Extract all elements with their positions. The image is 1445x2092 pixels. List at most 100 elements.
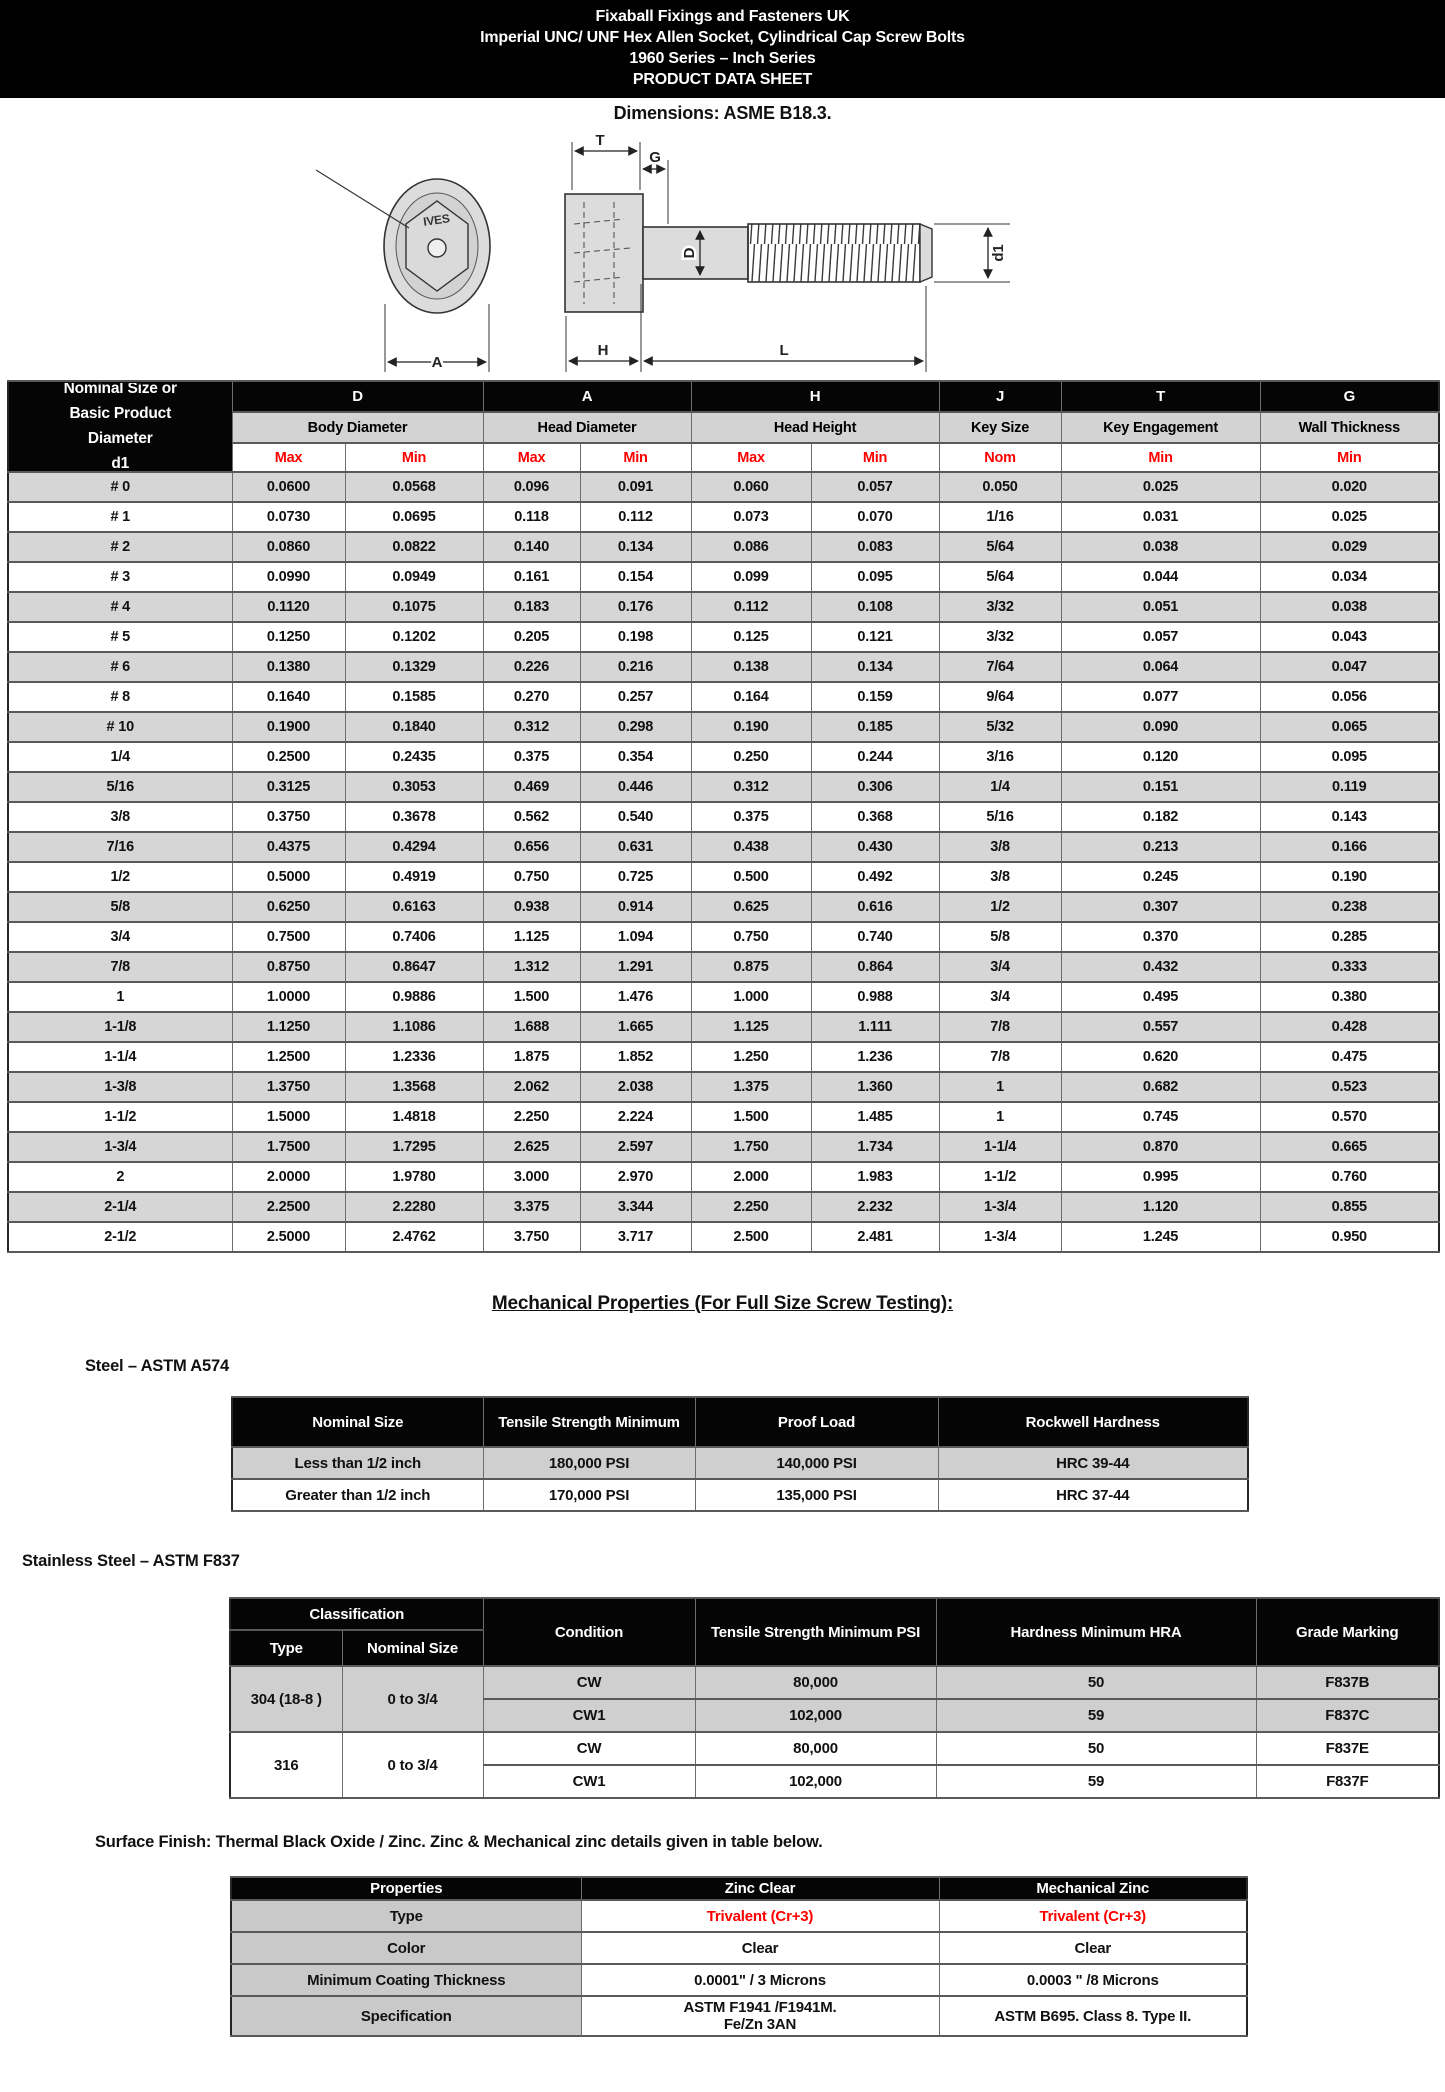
dim-value-cell: 0.616 [810,891,940,923]
ss-grade-cell: F837E [1255,1731,1440,1766]
sub-label: Max [231,442,346,473]
dim-value-cell: 0.875 [690,951,812,983]
dim-value-cell: 1.734 [810,1131,940,1163]
table-row: # 6 0.1380 0.1329 0.226 0.216 0.138 0.134 7/64 0… [7,651,1440,683]
dim-value-cell: 3/4 [938,981,1062,1013]
sub-label: Min [1060,442,1261,473]
dim-value-cell: 1.312 [482,951,581,983]
dim-value-cell: 1.120 [1060,1191,1261,1223]
size-cell: 7/16 [7,831,233,863]
dim-value-cell: 0.099 [690,561,812,593]
dim-value-cell: 0.044 [1060,561,1261,593]
surface-table-body: Type Trivalent (Cr+3) Trivalent (Cr+3) Colo… [230,1899,1248,2037]
group-letter-J: J [938,380,1062,413]
dim-value-cell: 0.198 [579,621,692,653]
sub-label: Max [482,442,581,473]
dim-value-cell: 0.257 [579,681,692,713]
dim-value-cell: 0.938 [482,891,581,923]
ss-header-condition: Condition [482,1597,696,1667]
dim-value-cell: 1.0000 [231,981,346,1013]
surface-property-cell: Specification [230,1995,582,2037]
dim-value-cell: 0.0949 [344,561,484,593]
dim-value-cell: 1-1/2 [938,1161,1062,1193]
dim-value-cell: 0.495 [1060,981,1261,1013]
dim-value-cell: 0.091 [579,471,692,503]
dim-value-cell: 0.238 [1259,891,1440,923]
dim-value-cell: 0.523 [1259,1071,1440,1103]
dim-value-cell: 0.025 [1060,471,1261,503]
steel-heading: Steel – ASTM A574 [85,1357,229,1375]
mechanical-properties-title: Mechanical Properties (For Full Size Scr… [491,1293,954,1314]
group-name-key-size: Key Size [938,411,1062,444]
steel-cell: Less than 1/2 inch [231,1446,484,1480]
dim-value-cell: 0.4375 [231,831,346,863]
dim-value-cell: 0.185 [810,711,940,743]
dim-value-cell: 0.631 [579,831,692,863]
dim-value-cell: 0.086 [690,531,812,563]
steel-header-nominal-size: Nominal Size [231,1396,484,1448]
dim-value-cell: 0.995 [1060,1161,1261,1193]
dim-value-cell: 0.0568 [344,471,484,503]
table-row: Minimum Coating Thickness 0.0001" / 3 Mic… [230,1963,1248,1997]
ss-tensile-cell: 102,000 [694,1698,937,1733]
ss-header-type: Type [229,1629,343,1667]
ss-type-cell: 316 [229,1731,343,1799]
dim-value-cell: 1/16 [938,501,1062,533]
dim-value-cell: 0.056 [1259,681,1440,713]
dim-value-cell: 0.043 [1259,621,1440,653]
dim-value-cell: 0.380 [1259,981,1440,1013]
dim-value-cell: 0.025 [1259,501,1440,533]
surface-finish-table: Properties Zinc Clear Mechanical Zinc Ty… [230,1876,1248,2037]
sub-label: Min [344,442,484,473]
size-cell: # 0 [7,471,233,503]
ss-header-classification: Classification [229,1597,484,1631]
dim-value-cell: 2.250 [690,1191,812,1223]
dim-value-cell: 0.285 [1259,921,1440,953]
dim-value-cell: 0.134 [579,531,692,563]
dim-value-cell: 3/8 [938,831,1062,863]
surface-header-mechanical-zinc: Mechanical Zinc [938,1876,1248,1901]
steel-cell: 170,000 PSI [482,1478,696,1512]
dim-value-cell: 0.047 [1259,651,1440,683]
dim-value-cell: 0.6250 [231,891,346,923]
dim-value-cell: 0.625 [690,891,812,923]
dim-value-cell: 0.270 [482,681,581,713]
group-letter-H: H [690,380,940,413]
size-cell: 1-1/8 [7,1011,233,1043]
nominal-header-line: Basic Product [69,404,172,422]
dim-value-cell: 1.360 [810,1071,940,1103]
dim-value-cell: 0.140 [482,531,581,563]
size-cell: 7/8 [7,951,233,983]
dim-value-cell: 0.1380 [231,651,346,683]
dim-value-cell: 0.725 [579,861,692,893]
size-cell: 1-3/8 [7,1071,233,1103]
dim-value-cell: 0.216 [579,651,692,683]
dim-value-cell: 2.062 [482,1071,581,1103]
dim-value-cell: 0.244 [810,741,940,773]
brand-marking: IVES [422,211,450,229]
dim-value-cell: 0.3053 [344,771,484,803]
dim-value-cell: 0.1075 [344,591,484,623]
dim-value-cell: 0.7500 [231,921,346,953]
dim-value-cell: 0.430 [810,831,940,863]
table-row: 1/2 0.5000 0.4919 0.750 0.725 0.500 0.492 3/8 0.… [7,861,1440,893]
dim-label-A: A [432,354,443,371]
dim-value-cell: 0.143 [1259,801,1440,833]
dim-value-cell: 1.2336 [344,1041,484,1073]
dim-value-cell: 2.2500 [231,1191,346,1223]
dim-value-cell: 0.095 [810,561,940,593]
dim-value-cell: 1.485 [810,1101,940,1133]
dim-value-cell: 0.570 [1259,1101,1440,1133]
dim-value-cell: 2.625 [482,1131,581,1163]
nominal-header-line: Diameter [87,429,153,447]
dim-value-cell: 1.3750 [231,1071,346,1103]
dim-value-cell: 0.159 [810,681,940,713]
dim-value-cell: 0.438 [690,831,812,863]
ss-grade-cell: F837C [1255,1698,1440,1733]
dim-value-cell: 3/4 [938,951,1062,983]
dim-value-cell: 0.031 [1060,501,1261,533]
dim-value-cell: 0.118 [482,501,581,533]
ss-condition-cell: CW1 [482,1698,696,1733]
dim-value-cell: 1.125 [690,1011,812,1043]
dim-value-cell: 0.8750 [231,951,346,983]
